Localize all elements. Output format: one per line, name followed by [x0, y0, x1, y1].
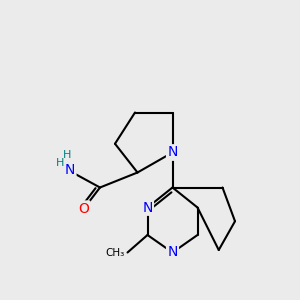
- Text: N: N: [142, 200, 153, 214]
- Text: CH₃: CH₃: [106, 248, 125, 257]
- Text: H: H: [56, 158, 64, 167]
- Text: N: N: [167, 245, 178, 260]
- Text: N: N: [65, 163, 75, 177]
- Text: N: N: [167, 146, 178, 160]
- Text: H: H: [63, 150, 72, 160]
- Text: O: O: [78, 202, 89, 216]
